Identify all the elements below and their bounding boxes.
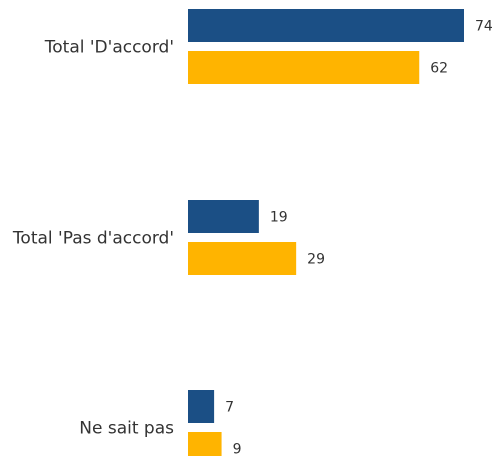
labels-group: 74 62 Total 'D'accord' 19 29 Total 'Pas d'acc… [12,19,493,456]
value-label-3-series-1: 7 [225,400,234,416]
bar-2-series-2 [188,242,297,275]
category-label-2: Total 'Pas d'accord' [12,229,174,249]
value-label-1-series-2: 62 [430,61,448,77]
category-label-3: Ne sait pas [79,419,174,439]
value-label-2-series-2: 29 [307,252,325,268]
category-label-1: Total 'D'accord' [44,38,174,58]
bar-1-series-2 [188,51,420,84]
value-label-2-series-1: 19 [270,210,288,226]
bar-1-series-1 [188,9,464,42]
bar-2-series-1 [188,200,259,233]
bar-3-series-2 [188,432,222,456]
bar-3-series-1 [188,390,215,423]
bars-group [188,9,464,456]
value-label-3-series-2: 9 [233,442,242,456]
value-label-1-series-1: 74 [475,19,493,35]
